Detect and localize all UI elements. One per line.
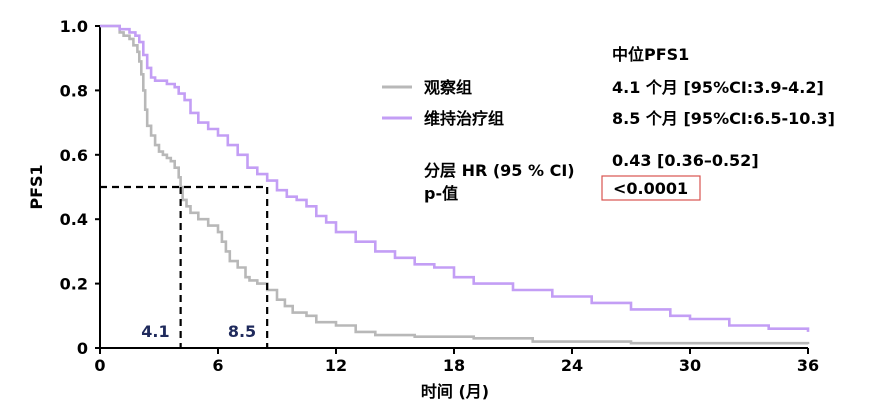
y-tick-label: 0.8 bbox=[60, 81, 88, 100]
x-tick-label: 18 bbox=[443, 356, 465, 375]
x-tick-label: 24 bbox=[561, 356, 583, 375]
y-tick-label: 0.4 bbox=[60, 210, 88, 229]
series-line-observation bbox=[100, 24, 810, 345]
median-pfs-maintenance: 8.5 个月 [95%CI:6.5-10.3] bbox=[612, 109, 835, 128]
p-value-highlight-box bbox=[601, 175, 701, 201]
stats-panel: 中位PFS1 4.1 个月 [95%CI:3.9-4.2] 8.5 个月 [95… bbox=[424, 45, 835, 203]
hr-label: 分层 HR (95 % CI) bbox=[424, 161, 575, 180]
median-pfs-observation: 4.1 个月 [95%CI:3.9-4.2] bbox=[612, 78, 824, 97]
x-tick-label: 6 bbox=[212, 356, 223, 375]
y-tick-label: 0.2 bbox=[60, 275, 88, 294]
y-tick-label: 0.6 bbox=[60, 146, 88, 165]
median-pfs-header: 中位PFS1 bbox=[612, 45, 689, 64]
legend: 观察组 维持治疗组 bbox=[382, 78, 504, 128]
p-value: <0.0001 bbox=[613, 179, 688, 198]
legend-label-observation: 观察组 bbox=[424, 78, 472, 97]
x-tick-label: 12 bbox=[325, 356, 347, 375]
x-ticks: 0 6 12 18 24 30 36 bbox=[94, 348, 819, 375]
x-tick-label: 0 bbox=[94, 356, 105, 375]
median-value-label: 4.1 bbox=[141, 322, 169, 341]
hr-value: 0.43 [0.36–0.52] bbox=[612, 151, 759, 170]
legend-label-maintenance: 维持治疗组 bbox=[424, 109, 504, 128]
x-tick-label: 30 bbox=[679, 356, 701, 375]
series-line-maintenance bbox=[100, 24, 810, 332]
series-layer bbox=[100, 24, 810, 345]
y-axis-title: PFS1 bbox=[27, 164, 46, 209]
p-label: p-值 bbox=[424, 184, 458, 203]
y-ticks: 0 0.2 0.4 0.6 0.8 1.0 bbox=[60, 17, 100, 358]
median-reference-lines: 4.1 8.5 bbox=[100, 185, 269, 348]
y-tick-label: 0 bbox=[77, 339, 88, 358]
x-tick-label: 36 bbox=[797, 356, 819, 375]
y-tick-label: 1.0 bbox=[60, 17, 88, 36]
median-value-label: 8.5 bbox=[228, 322, 256, 341]
x-axis-title: 时间 (月) bbox=[421, 382, 489, 401]
